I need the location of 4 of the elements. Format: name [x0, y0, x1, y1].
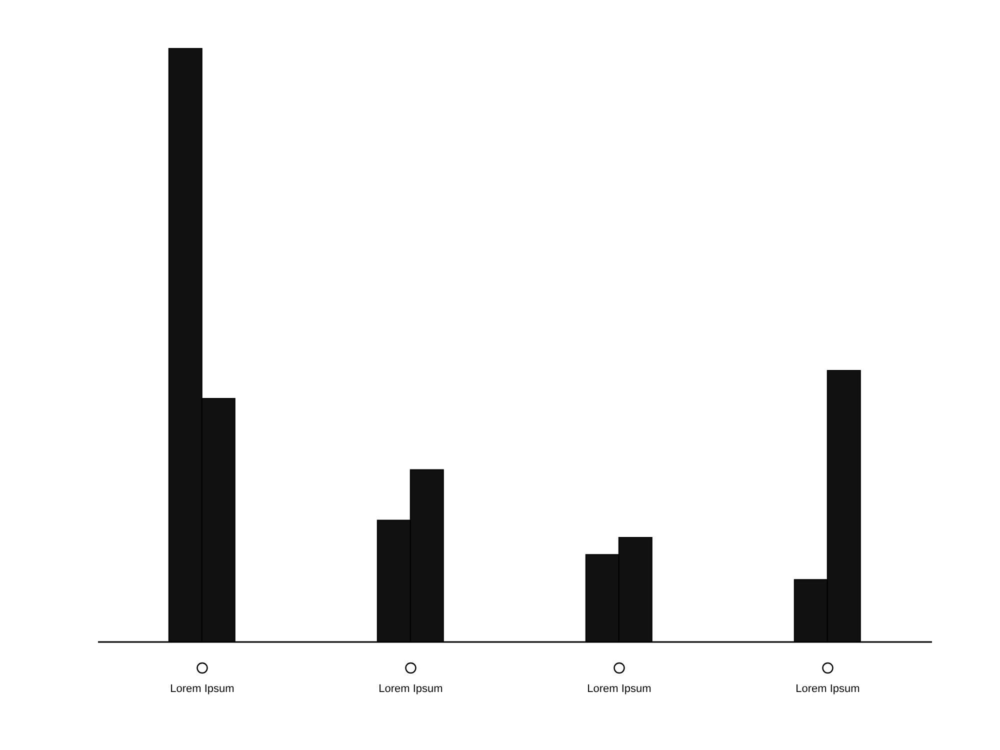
- x-tick-label: Lorem Ipsum: [796, 683, 860, 695]
- x-tick-label: Lorem Ipsum: [587, 683, 652, 695]
- x-tick-label: Lorem Ipsum: [170, 683, 234, 695]
- x-tick-label: Lorem Ipsum: [378, 683, 443, 695]
